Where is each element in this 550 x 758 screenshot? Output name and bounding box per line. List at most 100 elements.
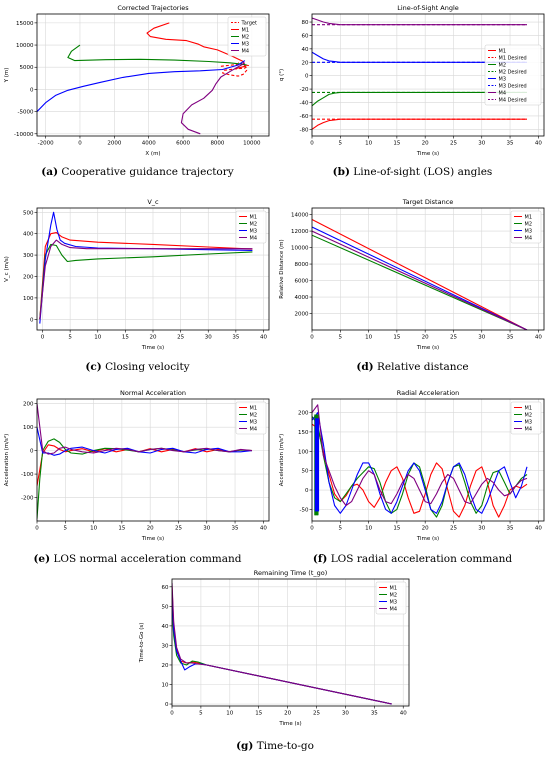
- panel-normal-acceleration: 0 5 10 15 20 25 30 35 40 -200 -100 0 100 200 M1 M2 M3 M4 N…: [0, 385, 275, 545]
- legend-label: M3: [242, 41, 250, 47]
- y-tick-label: -60: [300, 114, 309, 120]
- x-tick-label: 35: [507, 526, 514, 532]
- legend-box: [235, 401, 267, 435]
- legend-label: M4: [390, 606, 398, 612]
- legend-label: M2: [525, 412, 533, 418]
- y-tick-label: 200: [298, 411, 309, 417]
- series-line-m1: [312, 423, 528, 518]
- x-tick-label: 0: [35, 526, 39, 532]
- legend-box: [484, 44, 542, 106]
- y-axis-label: Acceleration (m/s²): [3, 434, 10, 487]
- x-tick-label: 35: [507, 335, 514, 341]
- y-tick-label: 10000: [291, 246, 309, 252]
- y-tick-label: 4000: [295, 295, 309, 301]
- y-tick-label: 14000: [291, 213, 309, 219]
- legend-label: M1: [390, 585, 398, 591]
- x-tick-label: 40: [535, 526, 542, 532]
- y-tick-label: 100: [23, 425, 34, 431]
- x-tick-label: 0: [310, 141, 314, 147]
- y-tick-label: 6000: [295, 279, 309, 285]
- x-tick-label: 10: [94, 335, 101, 341]
- chart-title: Normal Acceleration: [120, 389, 186, 397]
- y-axis-label: Time-to-Go (s): [139, 623, 145, 664]
- legend-label: M1 Desired: [499, 55, 527, 61]
- series-line-m4: [39, 239, 253, 320]
- x-tick-label: 10: [365, 335, 372, 341]
- y-tick-label: 0: [165, 702, 169, 708]
- caption-d: (d) Relative distance: [356, 361, 469, 373]
- legend-label: M4: [242, 48, 250, 54]
- y-tick-label: 0: [30, 449, 34, 455]
- y-axis-label: Y (m): [4, 68, 10, 84]
- x-tick-label: 15: [393, 335, 400, 341]
- series-line-m2: [312, 91, 527, 107]
- y-tick-label: 40: [302, 47, 309, 53]
- caption-g: (g) Time-to-go: [236, 740, 314, 752]
- x-tick-label: 5: [199, 711, 203, 717]
- x-tick-label: 35: [232, 335, 239, 341]
- legend-label: M1: [250, 405, 258, 411]
- legend-label: M3: [499, 76, 507, 82]
- x-tick-label: 5: [64, 526, 68, 532]
- x-tick-label: 25: [313, 711, 320, 717]
- caption-f: (f) LOS radial acceleration command: [312, 553, 513, 565]
- norm-series-group: [37, 403, 253, 519]
- y-tick-label: -10000: [14, 132, 34, 138]
- x-tick-label: 30: [342, 711, 349, 717]
- x-tick-label: 8000: [210, 141, 224, 147]
- y-tick-label: 2000: [295, 312, 309, 318]
- legend-label: M4: [250, 235, 258, 241]
- x-tick-label: 6000: [176, 141, 190, 147]
- y-tick-label: 0: [30, 317, 34, 323]
- chart-title: Target Distance: [402, 198, 454, 206]
- x-tick-label: 30: [203, 526, 210, 532]
- series-line-m2: [67, 44, 247, 66]
- legend-label: M4 Desired: [499, 97, 527, 103]
- legend-label: M1: [250, 214, 258, 220]
- x-tick-label: 25: [450, 335, 457, 341]
- series-line-m4: [312, 230, 528, 330]
- x-tick-label: 20: [147, 526, 154, 532]
- series-line-m3: [39, 211, 253, 324]
- traj-series-group: [37, 22, 249, 135]
- series-line-m2: [172, 606, 392, 705]
- y-axis-label: q (°): [279, 69, 285, 81]
- plot-frame: [311, 13, 545, 137]
- x-tick-label: 40: [535, 141, 542, 147]
- chart-title: Radial Acceleration: [397, 389, 460, 397]
- x-tick-label: 40: [260, 526, 267, 532]
- x-tick-label: 30: [478, 335, 485, 341]
- x-tick-label: 25: [450, 526, 457, 532]
- x-tick-label: 30: [478, 526, 485, 532]
- plot-frame: [311, 398, 545, 522]
- y-tick-label: 0: [305, 74, 309, 80]
- x-axis-label: X (m): [145, 151, 160, 157]
- los-series-group: [312, 17, 527, 130]
- legend-label: M2: [499, 62, 507, 68]
- caption-e: (e) LOS normal acceleration command: [33, 553, 242, 565]
- los-svg: 0 5 10 15 20 25 30 35 40-80-60-40-20020406080M1M…: [279, 4, 545, 157]
- panel-trajectory: -2000 0 2000 4000 6000 8000 10000 -10000 -5000 0 5…: [0, 0, 275, 160]
- legend-label: Target: [241, 20, 258, 26]
- legend-label: M3: [525, 228, 533, 234]
- x-axis-label: Time (s): [278, 721, 301, 727]
- series-line-m4: [37, 403, 253, 455]
- legend-label: M3: [250, 228, 258, 234]
- legend-label: M2: [242, 34, 250, 40]
- traj-svg: -2000 0 2000 4000 6000 8000 10000 -10000 -5000 0 5…: [4, 4, 270, 157]
- y-tick-label: 50: [302, 469, 309, 475]
- x-tick-label: 5: [339, 141, 343, 147]
- chart-title: Remaining Time (t_go): [254, 569, 328, 577]
- y-tick-label: 10000: [16, 43, 34, 49]
- y-tick-label: 100: [23, 296, 34, 302]
- series-line-m4: [312, 404, 528, 507]
- y-tick-label: 200: [23, 402, 34, 408]
